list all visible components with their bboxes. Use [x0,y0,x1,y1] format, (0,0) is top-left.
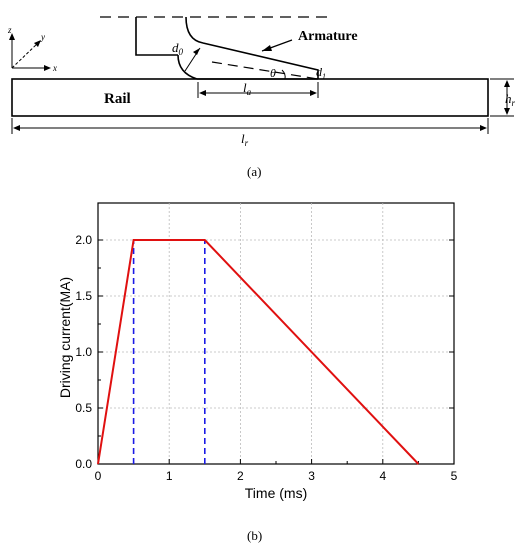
la-label: la [243,80,252,97]
x-tick-label: 3 [308,469,315,483]
theta-label: θ [270,66,276,80]
plot-frame [97,202,455,465]
angle-arc [281,69,286,80]
axis-x-arrow [44,65,51,71]
axis-y-label: y [40,32,45,42]
driving-current-chart: 0 1 2 3 4 5 0.0 0.5 1.0 1.5 2.0 Time (ms) Driving cu… [57,202,458,501]
axis-z-label: z [7,25,12,35]
x-tick-label: 4 [379,469,386,483]
d0-label: d0 [172,40,184,57]
hr-label: hr [505,91,516,108]
lr-label: lr [241,131,249,148]
axis-x-label: x [52,63,57,73]
current-series-line [97,239,420,465]
x-tick-label: 0 [95,469,102,483]
y-tick-label: 1.5 [75,289,92,303]
angle-reference-line [211,61,319,80]
hr-arrow-bottom [504,108,510,115]
lr-arrow-left [13,125,20,131]
caption-b: (b) [247,528,262,543]
y-tick-label: 0.5 [75,401,92,415]
armature-throat-curve [177,54,198,80]
axis-y-arrow [34,40,41,47]
y-tick-label: 2.0 [75,233,92,247]
armature-label: Armature [298,29,358,44]
y-tick-label: 1.0 [75,345,92,359]
rail-body [11,78,489,117]
y-tick-label: 0.0 [75,457,92,471]
x-axis-label: Time (ms) [245,485,307,501]
d1-label: d1 [316,65,326,81]
armature-pointer-head [262,45,272,51]
x-tick-label: 5 [451,469,458,483]
y-axis-label: Driving current(MA) [57,277,73,398]
caption-a: (a) [247,164,261,179]
la-arrow-right [310,90,317,96]
lr-arrow-right [480,125,487,131]
armature-back-edge [135,17,178,56]
axis-z-arrow [9,33,15,40]
axis-y-line [11,41,40,69]
rail-label: Rail [104,91,131,107]
x-tick-label: 2 [237,469,244,483]
x-tick-label: 1 [166,469,173,483]
armature-top-edge [202,42,319,79]
d0-arrowhead [193,48,200,55]
armature-top-curve [185,16,204,44]
la-arrow-left [199,90,206,96]
hr-arrow-top [504,80,510,87]
